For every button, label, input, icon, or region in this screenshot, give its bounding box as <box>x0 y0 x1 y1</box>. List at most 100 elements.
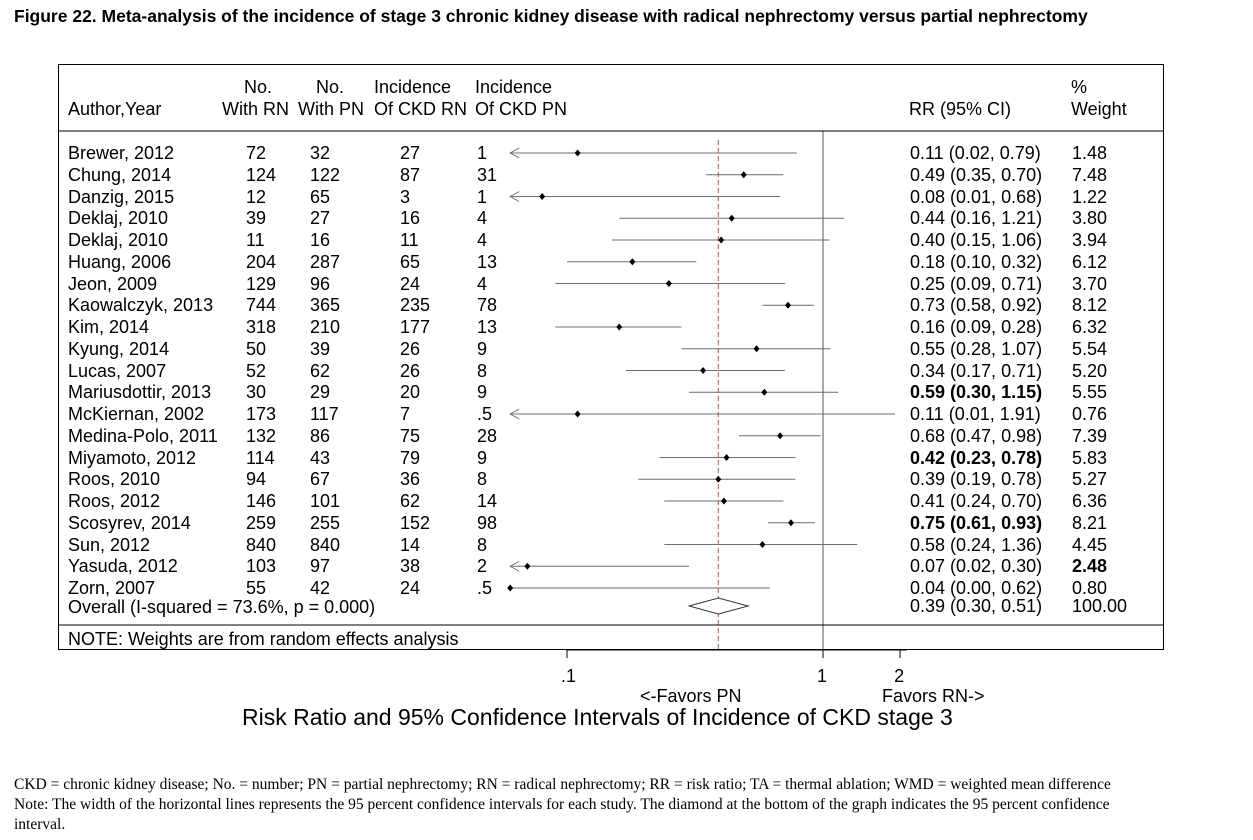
study-author: Deklaj, 2010 <box>68 230 169 250</box>
study-ckd-pn: 78 <box>477 295 498 316</box>
study-n-rn: 124 <box>246 164 277 185</box>
study-weight: 4.45 <box>1072 534 1108 555</box>
study-weight: 6.36 <box>1072 491 1108 511</box>
study-rr-ci: 0.55 (0.28, 1.07) <box>910 338 1043 359</box>
study-point-estimate <box>718 236 725 244</box>
study-weight: 3.94 <box>1072 230 1108 250</box>
study-n-rn: 173 <box>246 404 277 424</box>
study-point-estimate <box>715 475 722 483</box>
study-n-rn: 146 <box>246 491 277 511</box>
study-rr-ci: 0.39 (0.19, 0.78) <box>910 469 1043 490</box>
study-weight: 5.20 <box>1072 360 1108 381</box>
study-point-estimate <box>574 410 581 418</box>
study-ci-arrow <box>509 408 520 420</box>
header-weight-line2: Weight <box>1071 99 1127 119</box>
study-n-pn: 42 <box>310 578 331 598</box>
study-point-estimate <box>740 171 747 179</box>
study-rr-ci: 0.58 (0.24, 1.36) <box>910 534 1043 555</box>
study-point-estimate <box>616 323 623 331</box>
study-n-rn: 52 <box>246 360 267 381</box>
study-rr-ci: 0.25 (0.09, 0.71) <box>910 273 1043 294</box>
header-ckd-pn-line2: Of CKD PN <box>475 99 568 119</box>
study-author: Deklaj, 2010 <box>68 208 169 229</box>
study-ckd-rn: 152 <box>400 512 431 533</box>
study-author: Sun, 2012 <box>68 534 151 555</box>
header-ckd-rn-line1: Incidence <box>374 77 452 97</box>
study-weight: 2.48 <box>1072 556 1108 577</box>
study-n-pn: 62 <box>310 360 331 381</box>
study-n-rn: 50 <box>246 338 267 359</box>
study-author: Kyung, 2014 <box>68 338 170 359</box>
favors-right-label: Favors RN-> <box>882 686 985 706</box>
study-ckd-rn: 79 <box>400 447 421 468</box>
study-point-estimate <box>539 193 546 200</box>
study-point-estimate <box>574 149 581 157</box>
header-pn-line2: With PN <box>298 99 365 119</box>
study-n-pn: 29 <box>310 382 331 403</box>
favors-left-label: <-Favors PN <box>640 686 742 706</box>
study-weight: 8.21 <box>1072 512 1108 533</box>
study-author: Jeon, 2009 <box>68 273 158 294</box>
study-author: Zorn, 2007 <box>68 578 156 598</box>
study-ckd-pn: 31 <box>477 164 498 185</box>
study-ckd-pn: 13 <box>477 251 498 272</box>
study-n-pn: 122 <box>310 164 341 185</box>
study-ckd-pn: 9 <box>477 382 488 403</box>
study-weight: 5.54 <box>1072 338 1108 359</box>
study-ckd-pn: 9 <box>477 338 488 359</box>
study-ckd-pn: 4 <box>477 208 488 229</box>
study-ckd-rn: 20 <box>400 382 421 403</box>
study-ckd-rn: 177 <box>400 317 431 337</box>
study-ckd-rn: 11 <box>400 230 419 250</box>
header-ckd-rn-line2: Of CKD RN <box>374 99 468 119</box>
study-author: Kim, 2014 <box>68 317 150 337</box>
study-ckd-rn: 87 <box>400 164 421 185</box>
study-weight: 3.80 <box>1072 208 1108 229</box>
study-point-estimate <box>777 432 784 440</box>
study-n-pn: 840 <box>310 534 341 555</box>
study-n-rn: 318 <box>246 317 277 337</box>
study-n-rn: 129 <box>246 273 277 294</box>
study-author: Roos, 2012 <box>68 491 161 511</box>
study-author: Miyamoto, 2012 <box>68 447 197 468</box>
study-ckd-rn: 75 <box>400 425 421 446</box>
study-point-estimate <box>629 258 636 266</box>
study-ckd-rn: 24 <box>400 578 421 598</box>
study-ckd-rn: 3 <box>400 186 411 207</box>
study-n-rn: 55 <box>246 578 267 598</box>
study-point-estimate <box>665 280 672 287</box>
study-n-rn: 94 <box>246 469 267 490</box>
study-author: Yasuda, 2012 <box>68 556 178 577</box>
study-ckd-rn: 16 <box>400 208 421 229</box>
study-rr-ci: 0.42 (0.23, 0.78) <box>910 447 1043 468</box>
study-ckd-pn: 4 <box>477 273 488 294</box>
study-weight: 5.27 <box>1072 469 1108 490</box>
study-ckd-pn: 1 <box>477 143 488 163</box>
study-rr-ci: 0.04 (0.00, 0.62) <box>910 578 1043 598</box>
x-axis-tick-label: 1 <box>817 666 828 686</box>
study-n-pn: 86 <box>310 425 331 446</box>
study-point-estimate <box>728 214 735 222</box>
study-ckd-rn: 235 <box>400 295 431 316</box>
study-rr-ci: 0.68 (0.47, 0.98) <box>910 425 1043 446</box>
study-author: Medina-Polo, 2011 <box>68 425 218 446</box>
study-ckd-rn: 27 <box>400 143 421 163</box>
study-ckd-pn: 9 <box>477 447 488 468</box>
study-ckd-rn: 26 <box>400 338 421 359</box>
study-n-pn: 67 <box>310 469 331 490</box>
header-author-year: Author,Year <box>68 99 162 119</box>
footnote-abbreviations: CKD = chronic kidney disease; No. = numb… <box>14 776 1111 793</box>
study-n-pn: 43 <box>310 447 331 468</box>
study-n-rn: 72 <box>246 143 267 163</box>
study-rr-ci: 0.41 (0.24, 0.70) <box>910 491 1043 511</box>
study-ckd-pn: 8 <box>477 469 488 490</box>
study-n-rn: 744 <box>246 295 277 316</box>
study-rr-ci: 0.59 (0.30, 1.15) <box>910 382 1043 403</box>
study-point-estimate <box>723 454 730 461</box>
study-author: Chung, 2014 <box>68 164 172 185</box>
study-ckd-rn: 36 <box>400 469 421 490</box>
study-rr-ci: 0.40 (0.15, 1.06) <box>910 230 1043 250</box>
study-ckd-pn: 4 <box>477 230 488 250</box>
study-n-pn: 117 <box>310 404 339 424</box>
study-weight: 6.32 <box>1072 317 1108 337</box>
